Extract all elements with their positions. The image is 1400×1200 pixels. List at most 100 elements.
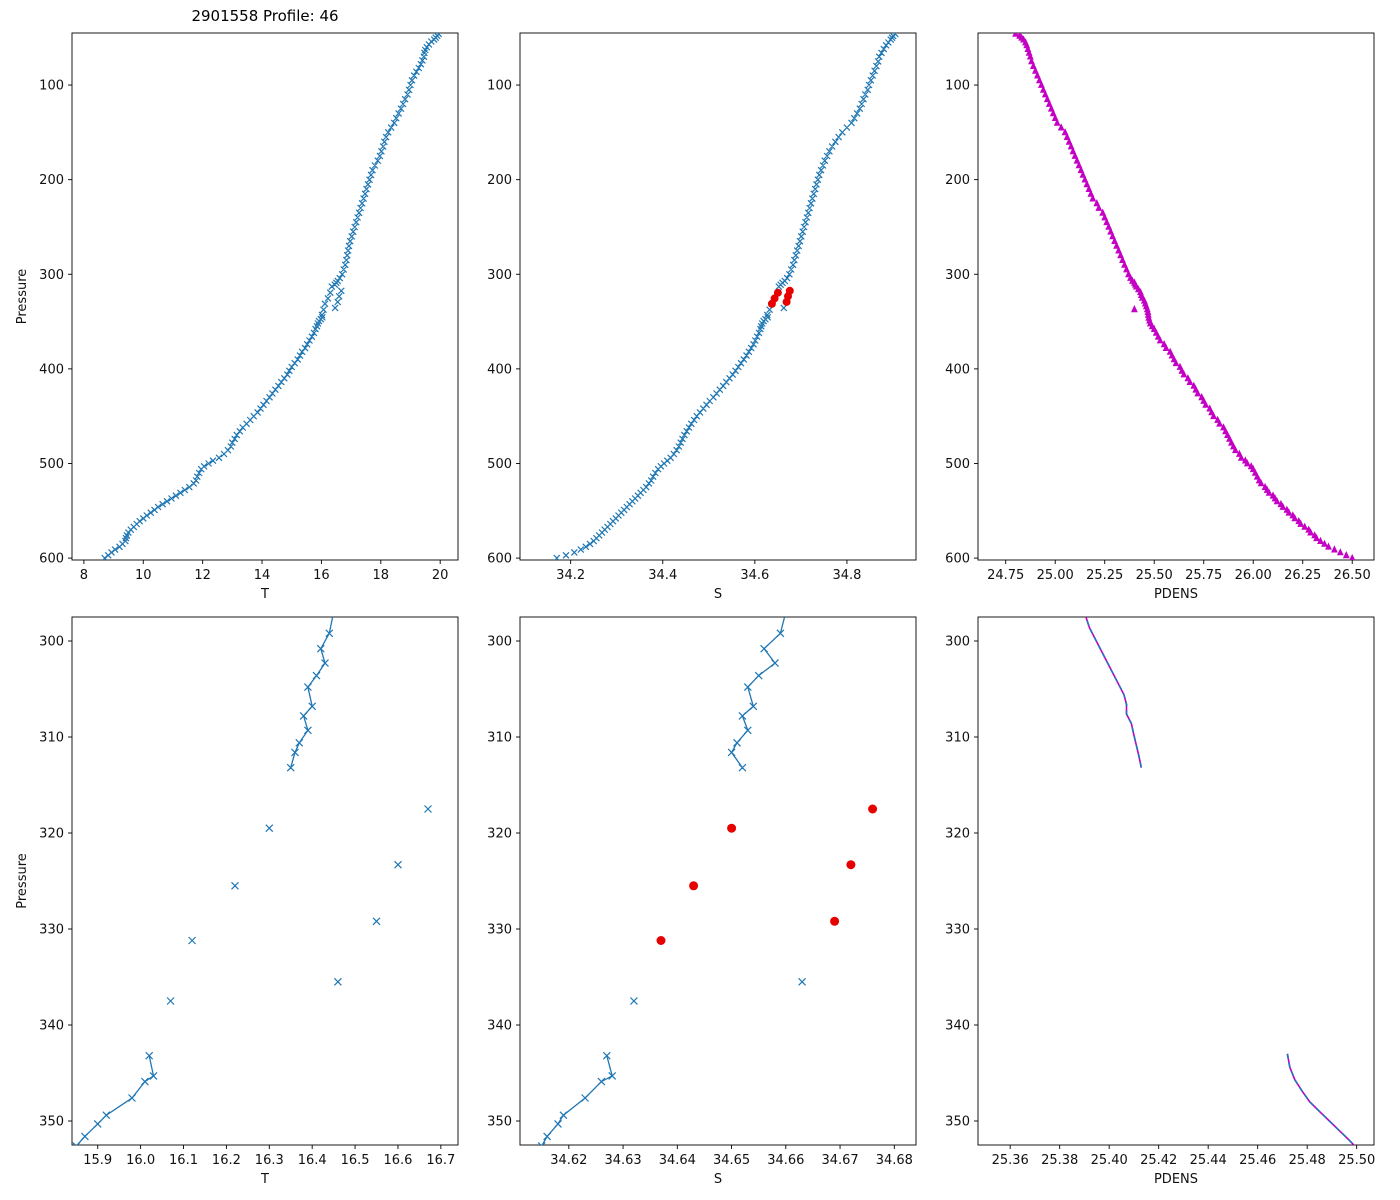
x-tick-label: 16 (313, 568, 330, 583)
y-tick-label: 100 (487, 79, 512, 94)
x-tick-label: 26.00 (1235, 568, 1272, 583)
y-tick-label: 100 (39, 79, 64, 94)
y-tick-label: 330 (945, 923, 970, 938)
series-markers-temperature (101, 33, 443, 560)
y-tick-label: 310 (487, 731, 512, 746)
series-line-t-line-upper (290, 617, 334, 768)
x-tick-label: 34.4 (648, 568, 677, 583)
y-tick-label: 300 (487, 635, 512, 650)
y-axis-ticks: 300 310 320 330 340 350 (487, 635, 520, 1130)
y-axis-label: Pressure (15, 269, 30, 325)
figure-title: 2901558 Profile: 46 (191, 7, 339, 25)
x-tick-label: 20 (432, 568, 449, 583)
y-tick-label: 310 (945, 731, 970, 746)
series-line-overlay-pdens-seg-lower (1286, 1053, 1355, 1145)
series-line-pdens-seg-upper (1085, 617, 1143, 768)
y-tick-label: 400 (945, 362, 970, 377)
y-tick-label: 320 (487, 827, 512, 842)
series-markers-salinity (553, 33, 899, 560)
y-tick-label: 200 (945, 173, 970, 188)
x-axis-ticks: 24.75 25.00 25.25 25.50 25.75 26.00 26.25 26.50 (987, 560, 1371, 583)
y-tick-label: 200 (487, 173, 512, 188)
x-tick-label: 16.0 (126, 1153, 155, 1168)
x-tick-label: 25.25 (1086, 568, 1123, 583)
y-tick-label: 500 (945, 457, 970, 472)
y-tick-label: 340 (487, 1019, 512, 1034)
plot-PDENS-full: 24.75 25.00 25.25 25.50 25.75 26.00 26.25 26.50… (945, 32, 1375, 602)
y-axis-ticks: 100 200 300 400 500 600 (487, 79, 520, 567)
y-tick-label: 200 (39, 173, 64, 188)
x-tick-label: 16.2 (212, 1153, 241, 1168)
x-tick-label: 25.38 (1041, 1153, 1078, 1168)
x-tick-label: 12 (194, 568, 211, 583)
x-tick-label: 16.3 (255, 1153, 284, 1168)
x-axis-label: PDENS (1154, 1172, 1198, 1187)
x-axis-ticks: 8 10 12 14 16 18 20 (80, 560, 449, 583)
y-tick-label: 400 (487, 362, 512, 377)
x-tick-label: 34.8 (832, 568, 861, 583)
series-layer (537, 617, 878, 1145)
y-tick-label: 340 (39, 1019, 64, 1034)
series-layer (72, 617, 432, 1145)
series-layer (101, 33, 443, 560)
x-tick-label: 34.62 (550, 1153, 587, 1168)
plot-T-zoom: 15.9 16.0 16.1 16.2 16.3 16.4 16.5 16.6 16.73003… (15, 616, 459, 1187)
y-tick-label: 350 (945, 1115, 970, 1130)
x-tick-label: 16.5 (341, 1153, 370, 1168)
series-markers-s-flagged (656, 804, 878, 945)
plot-PDENS-zoom: 25.36 25.38 25.40 25.42 25.44 25.46 25.48 25.50… (945, 616, 1375, 1187)
x-tick-label: 25.46 (1239, 1153, 1276, 1168)
x-tick-label: 25.75 (1185, 568, 1222, 583)
x-tick-label: 34.2 (556, 568, 585, 583)
x-tick-label: 34.6 (740, 568, 769, 583)
y-tick-label: 350 (39, 1115, 64, 1130)
y-tick-label: 310 (39, 731, 64, 746)
axes-frame (519, 32, 917, 561)
y-tick-label: 300 (39, 635, 64, 650)
x-tick-label: 34.67 (821, 1153, 858, 1168)
y-tick-label: 320 (945, 827, 970, 842)
y-tick-label: 300 (487, 268, 512, 283)
y-tick-label: 600 (945, 552, 970, 567)
y-axis-ticks: 300 310 320 330 340 350 (39, 635, 72, 1130)
series-layer (553, 33, 899, 560)
series-markers-s-scatter-mid (629, 977, 807, 1005)
series-layer (1012, 33, 1356, 560)
axes-frame (977, 32, 1375, 561)
x-axis-ticks: 25.36 25.38 25.40 25.42 25.44 25.46 25.48 25.50 (992, 1145, 1375, 1168)
x-axis-ticks: 34.2 34.4 34.6 34.8 (556, 560, 861, 583)
x-tick-label: 14 (254, 568, 271, 583)
series-markers-s-line-lower (537, 1051, 617, 1145)
x-tick-label: 16.7 (426, 1153, 455, 1168)
y-tick-label: 500 (39, 457, 64, 472)
x-tick-label: 25.48 (1289, 1153, 1326, 1168)
x-tick-label: 25.36 (992, 1153, 1029, 1168)
series-layer (1085, 617, 1355, 1145)
y-tick-label: 400 (39, 362, 64, 377)
x-tick-label: 26.50 (1334, 568, 1371, 583)
x-tick-label: 24.75 (987, 568, 1024, 583)
axes-frame (519, 616, 917, 1146)
x-axis-label: T (260, 1172, 269, 1187)
series-markers-t-line-upper (286, 629, 334, 772)
y-axis-ticks: 300 310 320 330 340 350 (945, 635, 978, 1130)
x-axis-label: S (714, 1172, 722, 1187)
y-tick-label: 300 (945, 268, 970, 283)
plot-S-zoom: 34.62 34.63 34.64 34.65 34.66 34.67 34.68 300 31… (487, 616, 917, 1187)
x-tick-label: 34.65 (713, 1153, 750, 1168)
y-axis-label: Pressure (15, 853, 30, 909)
series-markers-salinity-flagged (767, 286, 794, 308)
plot-T-full: 8 10 12 14 16 18 20 100 200 300 400 500 600 T Pressure (15, 32, 459, 602)
y-tick-label: 300 (39, 268, 64, 283)
plot-S-full: 34.2 34.4 34.6 34.8 100 200 300 400 500 600 S (487, 32, 917, 602)
x-tick-label: 34.64 (659, 1153, 696, 1168)
x-tick-label: 34.68 (876, 1153, 913, 1168)
y-tick-label: 340 (945, 1019, 970, 1034)
x-tick-label: 25.40 (1091, 1153, 1128, 1168)
y-tick-label: 300 (945, 635, 970, 650)
series-markers-t-line-lower (72, 1051, 158, 1145)
x-axis-label: PDENS (1154, 587, 1198, 602)
series-markers-s-line-upper (727, 629, 785, 772)
